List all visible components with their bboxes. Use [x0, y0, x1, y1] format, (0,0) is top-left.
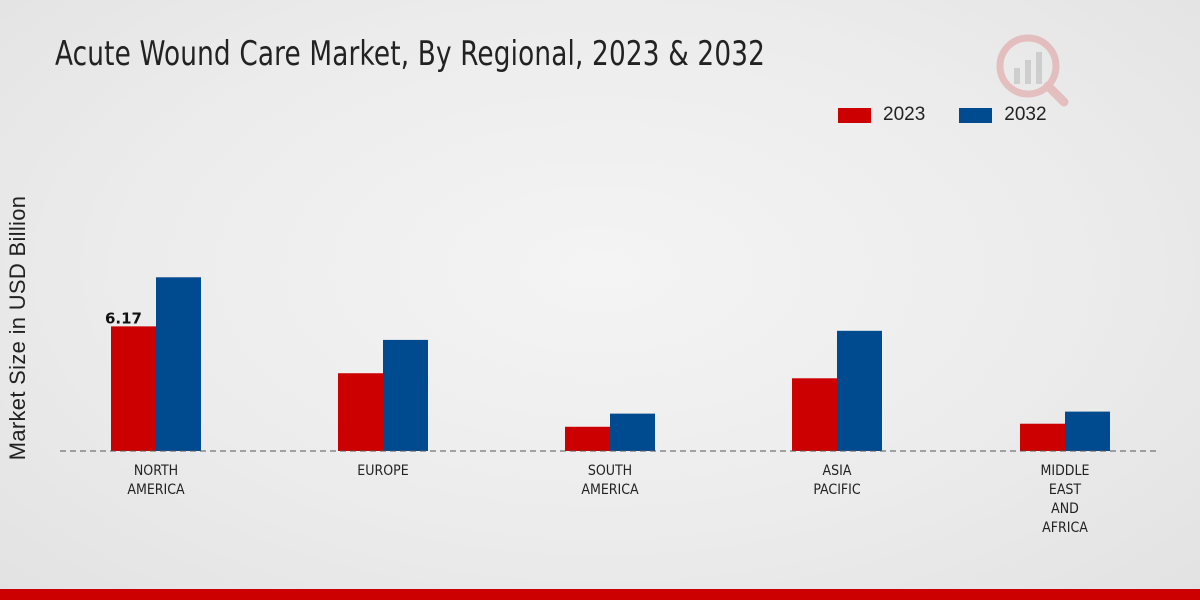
bar-2023-2 — [565, 426, 610, 451]
bar-2023-3 — [792, 378, 837, 451]
bottom-accent-bar — [0, 589, 1200, 600]
x-tick-label-4: MIDDLE EAST AND AFRICA — [1041, 463, 1090, 536]
legend-label-2032: 2032 — [1004, 104, 1047, 125]
legend-label-2023: 2023 — [883, 104, 926, 125]
x-tick-label-1: EUROPE — [357, 463, 408, 479]
chart-title: Acute Wound Care Market, By Regional, 20… — [55, 34, 766, 74]
x-tick-label-0: NORTH AMERICA — [127, 463, 185, 498]
legend-swatch-2023 — [838, 107, 871, 123]
bar-2032-3 — [837, 330, 882, 451]
bar-2023-4 — [1020, 423, 1065, 451]
legend-swatch-2032 — [959, 107, 993, 123]
bar-2023-0 — [111, 326, 156, 451]
x-tick-label-3: ASIA PACIFIC — [813, 463, 861, 498]
bar-2032-0 — [156, 277, 201, 451]
bar-2032-4 — [1065, 411, 1110, 451]
x-tick-label-2: SOUTH AMERICA — [581, 463, 639, 498]
data-label-0: 6.17 — [105, 309, 142, 327]
legend: 2023 2032 — [838, 104, 1081, 126]
legend-item-2032: 2032 — [959, 104, 1047, 126]
watermark-logo-icon — [996, 34, 1069, 107]
legend-item-2023: 2023 — [838, 104, 925, 126]
bar-2032-2 — [610, 413, 655, 451]
bar-2023-1 — [338, 373, 383, 451]
bar-2032-1 — [383, 339, 428, 451]
